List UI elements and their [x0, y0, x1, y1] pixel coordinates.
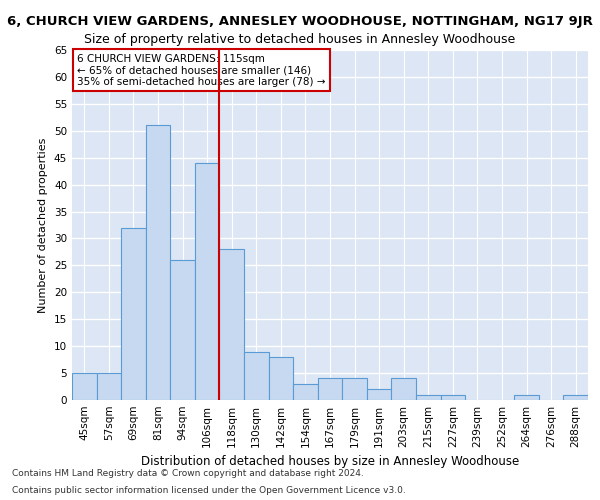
Bar [195, 163, 220, 400]
X-axis label: Distribution of detached houses by size in Annesley Woodhouse: Distribution of detached houses by size … [141, 456, 519, 468]
Bar [269, 357, 293, 400]
Text: 6 CHURCH VIEW GARDENS: 115sqm
← 65% of detached houses are smaller (146)
35% of : 6 CHURCH VIEW GARDENS: 115sqm ← 65% of d… [77, 54, 326, 86]
Bar [97, 373, 121, 400]
Bar [72, 373, 97, 400]
Y-axis label: Number of detached properties: Number of detached properties [38, 138, 49, 312]
Bar [121, 228, 146, 400]
Bar [244, 352, 269, 400]
Bar [514, 394, 539, 400]
Bar [146, 126, 170, 400]
Bar [563, 394, 588, 400]
Bar [220, 249, 244, 400]
Bar [293, 384, 318, 400]
Bar [416, 394, 440, 400]
Bar [440, 394, 465, 400]
Bar [391, 378, 416, 400]
Bar [170, 260, 195, 400]
Bar [367, 389, 391, 400]
Text: 6, CHURCH VIEW GARDENS, ANNESLEY WOODHOUSE, NOTTINGHAM, NG17 9JR: 6, CHURCH VIEW GARDENS, ANNESLEY WOODHOU… [7, 15, 593, 28]
Bar [318, 378, 342, 400]
Text: Size of property relative to detached houses in Annesley Woodhouse: Size of property relative to detached ho… [85, 32, 515, 46]
Bar [342, 378, 367, 400]
Text: Contains HM Land Registry data © Crown copyright and database right 2024.: Contains HM Land Registry data © Crown c… [12, 468, 364, 477]
Text: Contains public sector information licensed under the Open Government Licence v3: Contains public sector information licen… [12, 486, 406, 495]
